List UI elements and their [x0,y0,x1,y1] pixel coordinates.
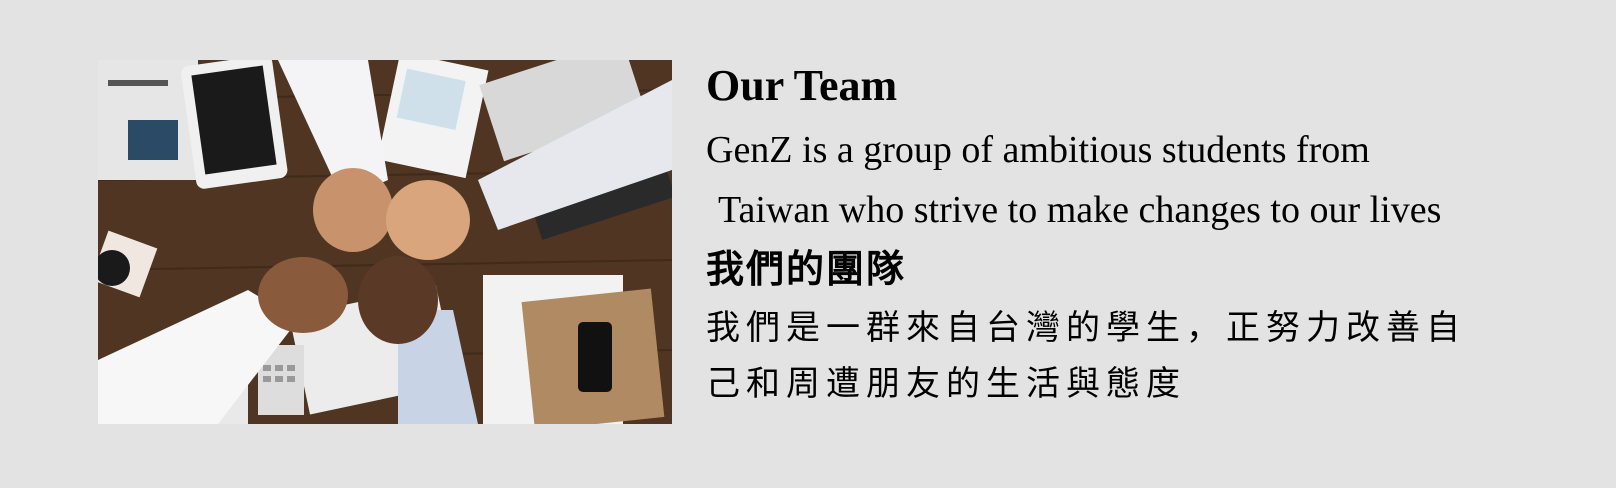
team-description-en: GenZ is a group of ambitious students fr… [706,120,1586,240]
team-description-zh: 我們是一群來自台灣的學生，正努力改善自 己和周遭朋友的生活與態度 [706,300,1586,412]
team-description-zh-line2: 己和周遭朋友的生活與態度 [706,364,1186,404]
team-fist-bump-icon [98,60,672,424]
team-description-en-line2: Taiwan who strive to make changes to our… [718,189,1442,231]
team-photo [98,60,672,424]
team-title-en: Our Team [706,61,898,110]
team-section: Our Team GenZ is a group of ambitious st… [706,60,1586,412]
team-title-zh: 我們的團隊 [706,246,907,291]
team-description-zh-line1: 我們是一群來自台灣的學生，正努力改善自 [706,308,1466,348]
team-description-en-line1: GenZ is a group of ambitious students fr… [706,129,1370,171]
